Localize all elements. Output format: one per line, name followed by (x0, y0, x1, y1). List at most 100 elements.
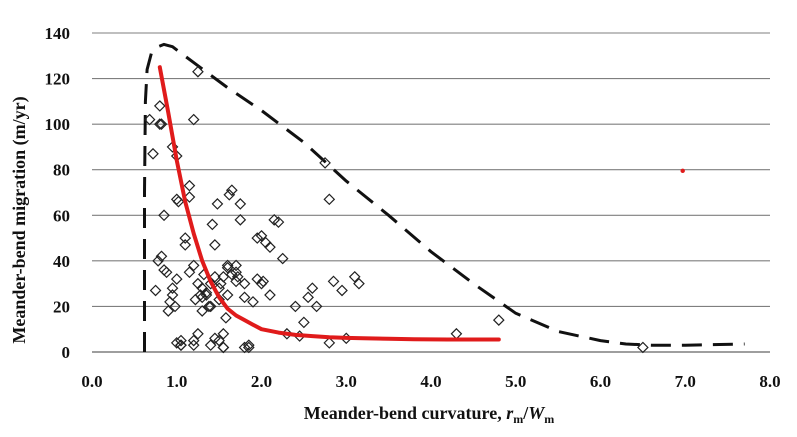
y-tick-label: 120 (45, 70, 71, 89)
x-tick-label: 5.0 (505, 372, 526, 391)
data-point (230, 266, 242, 279)
data-point (166, 289, 179, 301)
data-point (183, 266, 196, 279)
data-point (319, 157, 331, 169)
data-point (223, 188, 236, 201)
data-point (306, 282, 319, 295)
data-point (149, 284, 162, 297)
data-point (203, 300, 215, 313)
data-point (336, 284, 348, 297)
data-point (327, 275, 340, 288)
data-point (179, 239, 192, 251)
data-point (192, 65, 204, 78)
y-tick-label: 100 (45, 115, 71, 134)
data-point (192, 327, 204, 340)
data-point (264, 241, 276, 254)
y-tick-label: 140 (45, 24, 71, 43)
data-point (158, 209, 170, 222)
fit-path (157, 65, 501, 342)
data-point (242, 341, 255, 354)
data-point (230, 259, 242, 272)
x-tick-label: 7.0 (675, 372, 696, 391)
y-tick-label: 0 (62, 343, 71, 362)
data-point (209, 239, 221, 251)
data-point (196, 291, 209, 304)
data-point (187, 339, 200, 352)
data-point (200, 286, 213, 299)
data-point (213, 293, 225, 306)
data-point (155, 250, 168, 263)
data-point (450, 327, 463, 340)
data-point (234, 198, 247, 210)
data-point (272, 216, 285, 228)
data-point (221, 259, 234, 272)
data-point (143, 113, 156, 126)
data-point (211, 198, 224, 210)
envelope-path (143, 42, 745, 352)
x-axis-label-slash: / (522, 403, 529, 423)
data-point (153, 118, 166, 130)
x-tick-label: 1.0 (166, 372, 187, 391)
data-point (264, 289, 276, 301)
data-point (179, 232, 192, 244)
x-axis-label-prefix: Meander-bend curvature, (304, 403, 506, 423)
data-point (217, 341, 230, 354)
y-tick-label: 20 (53, 297, 70, 316)
x-tick-label: 4.0 (420, 372, 441, 391)
data-point (213, 334, 225, 347)
data-point (187, 113, 200, 126)
data-point (217, 327, 230, 340)
data-point (323, 337, 336, 349)
data-point (276, 252, 289, 265)
x-axis-label-var1: r (506, 403, 514, 423)
x-tick-labels: 0.0 1.0 2.0 3.0 4.0 5.0 6.0 7.0 8.0 (81, 372, 780, 391)
data-point (238, 291, 251, 304)
data-point (187, 259, 200, 272)
y-tick-label: 40 (53, 252, 70, 271)
data-point (310, 300, 323, 313)
data-point (247, 296, 259, 308)
data-point (147, 147, 159, 160)
data-point (200, 289, 213, 301)
x-tick-label: 8.0 (759, 372, 780, 391)
data-point (242, 339, 255, 352)
data-point (492, 314, 505, 326)
data-point (169, 300, 181, 313)
data-point (187, 334, 200, 347)
data-point (183, 191, 196, 203)
data-point (153, 100, 166, 112)
x-axis-label: Meander-bend curvature, rm/Wm (304, 403, 555, 426)
data-point (172, 195, 185, 208)
data-point (170, 193, 183, 206)
data-point (353, 277, 365, 290)
data-point (255, 229, 268, 242)
data-point (251, 232, 264, 244)
data-point (183, 179, 196, 192)
data-point (289, 300, 302, 313)
data-point (225, 184, 238, 197)
data-point (204, 300, 217, 313)
data-point (175, 339, 187, 352)
data-point (170, 273, 183, 285)
data-point (166, 282, 179, 295)
data-point (238, 341, 251, 354)
envelope-curve (143, 42, 745, 352)
y-tick-label: 80 (53, 161, 70, 180)
data-points (143, 65, 649, 354)
data-point (217, 341, 230, 354)
x-tick-label: 6.0 (590, 372, 611, 391)
y-tick-labels: 0 20 40 60 80 100 120 140 (45, 24, 71, 362)
data-point (204, 339, 217, 352)
data-point (160, 266, 173, 279)
data-point (217, 270, 230, 283)
data-point (234, 213, 247, 226)
data-point (238, 277, 251, 290)
annotation-dot (680, 168, 685, 174)
data-point (637, 341, 649, 354)
fit-curve (157, 65, 501, 342)
data-point (204, 277, 217, 290)
x-tick-label: 0.0 (81, 372, 102, 391)
x-axis-label-sub2: m (544, 412, 554, 426)
data-point (221, 289, 234, 301)
